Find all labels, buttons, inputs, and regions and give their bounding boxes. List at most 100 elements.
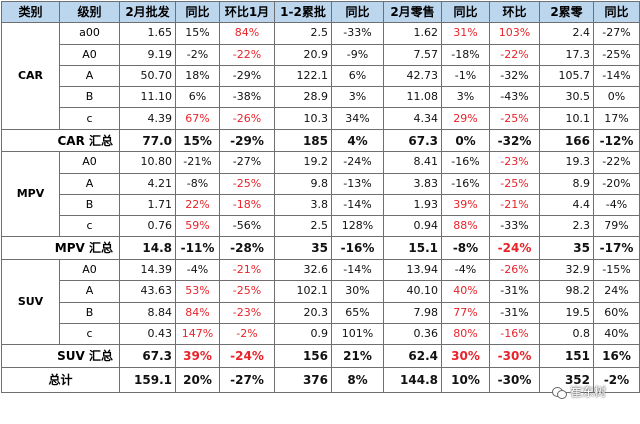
table-cell: -21%: [489, 193, 540, 217]
table-cell: 159.1: [119, 366, 176, 393]
table-cell: -27%: [219, 366, 275, 393]
table-cell: 43.63: [119, 280, 176, 303]
table-cell: -4%: [441, 258, 490, 282]
table-row: SUV A0 14.39 -4% -21% 32.6 -14% 13.94 -4% -26% 32.…: [1, 258, 640, 346]
table-cell: 376: [274, 366, 332, 393]
table-cell: 144.8: [383, 366, 442, 393]
table-cell: -14%: [331, 193, 384, 217]
table-cell: 1.62: [383, 22, 442, 45]
table-cell: 3.83: [383, 172, 442, 195]
table-cell: 0.36: [383, 322, 442, 346]
table-cell: -23%: [489, 151, 540, 174]
table-cell: 20%: [175, 366, 220, 393]
table-cell: 16%: [593, 344, 640, 368]
table-cell: 10.1: [539, 107, 594, 130]
table-cell: -16%: [331, 236, 384, 260]
table-cell: -30%: [489, 366, 540, 393]
table-cell: -17%: [593, 236, 640, 260]
table-cell: -20%: [593, 172, 640, 195]
table-row: MPV A0 10.80 -21% -27% 19.2 -24% 8.41 -16% -23% 19…: [1, 151, 640, 238]
table-row: c 0.76 59% -56% 2.5 128% 0.94 88% -33% 2.3 79%: [2, 215, 640, 238]
table-cell: -12%: [593, 128, 640, 153]
table-row: A 4.21 -8% -25% 9.8 -13% 3.83 -16% -25% 8.9 -20%: [2, 172, 640, 195]
table-row: CAR a00 1.65 15% 84% 2.5 -33% 1.62 31% 103% 2.4 -27…: [1, 22, 640, 130]
level-label: A0: [59, 43, 120, 66]
table-cell: 0.76: [119, 215, 176, 238]
table-cell: 13.94: [383, 258, 442, 282]
summary-label: CAR 汇总: [1, 128, 120, 153]
level-label: a00: [59, 22, 120, 45]
table-cell: 34%: [331, 107, 384, 130]
table-cell: -16%: [489, 322, 540, 346]
level-label: B: [59, 301, 120, 324]
table-cell: 80%: [441, 322, 490, 346]
table-cell: 19.2: [274, 151, 332, 174]
table-cell: 8%: [331, 366, 384, 393]
table-cell: 147%: [175, 322, 220, 346]
table-cell: 67.3: [119, 344, 176, 368]
table-cell: 77%: [441, 301, 490, 324]
table-cell: 151: [539, 344, 594, 368]
table-cell: 77.0: [119, 128, 176, 153]
table-cell: 9.19: [119, 43, 176, 66]
table-cell: 15%: [175, 22, 220, 45]
table-cell: 31%: [441, 22, 490, 45]
table-cell: -21%: [175, 151, 220, 174]
table-cell: -25%: [489, 172, 540, 195]
table-cell: 30.5: [539, 86, 594, 109]
table-cell: 30%: [441, 344, 490, 368]
table-cell: 65%: [331, 301, 384, 324]
table-cell: 67%: [175, 107, 220, 130]
table-cell: -33%: [331, 22, 384, 45]
table-cell: -27%: [593, 22, 640, 45]
col-header-yoy: 同比: [175, 0, 220, 24]
table-cell: 30%: [331, 280, 384, 303]
level-label: A: [59, 172, 120, 195]
table-row: A 43.63 53% -25% 102.1 30% 40.10 40% -31% 98.2 24%: [2, 280, 640, 303]
table-cell: 0.94: [383, 215, 442, 238]
table-cell: 352: [539, 366, 594, 393]
watermark-text: 崔东树: [570, 385, 607, 399]
table-cell: -24%: [331, 151, 384, 174]
table-cell: 7.57: [383, 43, 442, 66]
col-header-yoy: 同比: [593, 0, 640, 24]
table-cell: -9%: [331, 43, 384, 66]
table-cell: 122.1: [274, 64, 332, 88]
header-row: 类别 级别 2月批发 同比 环比1月 1-2累批 同比 2月零售 同比 环比 2…: [1, 0, 640, 24]
table-cell: 17%: [593, 107, 640, 130]
table-cell: 59%: [175, 215, 220, 238]
table-cell: 0%: [593, 86, 640, 109]
col-header-ytd-retail: 2累零: [539, 0, 594, 24]
table-cell: -43%: [489, 86, 540, 109]
table-cell: -38%: [219, 86, 275, 109]
table-row: c 4.39 67% -26% 10.3 34% 4.34 29% -25% 10.1 17%: [2, 107, 640, 130]
table-cell: -2%: [175, 43, 220, 66]
table-cell: -4%: [175, 258, 220, 282]
table-cell: -26%: [489, 258, 540, 282]
table-cell: -33%: [489, 215, 540, 238]
table-cell: 6%: [175, 86, 220, 109]
table-cell: -25%: [489, 107, 540, 130]
table-cell: 4.21: [119, 172, 176, 195]
table-cell: 0.9: [274, 322, 332, 346]
table-cell: -22%: [593, 151, 640, 174]
table-cell: 11.08: [383, 86, 442, 109]
table-cell: -30%: [489, 344, 540, 368]
col-header-mom-jan: 环比1月: [219, 0, 275, 24]
table-cell: -24%: [489, 236, 540, 260]
total-row: 总计 159.1 20% -27% 376 8% 144.8 10% -30% 352 -2%: [1, 366, 640, 393]
table-cell: -25%: [593, 43, 640, 66]
summary-row: CAR 汇总 77.0 15% -29% 185 4% 67.3 0% -32% 166 -12%: [1, 128, 640, 153]
table-cell: 15%: [175, 128, 220, 153]
watermark: 崔东树: [552, 383, 606, 400]
table-cell: 166: [539, 128, 594, 153]
table-cell: 62.4: [383, 344, 442, 368]
table-cell: 88%: [441, 215, 490, 238]
table-cell: 102.1: [274, 280, 332, 303]
table-cell: -32%: [489, 64, 540, 88]
table-cell: 8.41: [383, 151, 442, 174]
table-cell: 4.4: [539, 193, 594, 217]
wechat-icon: [552, 386, 567, 399]
table-cell: 10.3: [274, 107, 332, 130]
table-cell: -15%: [593, 258, 640, 282]
